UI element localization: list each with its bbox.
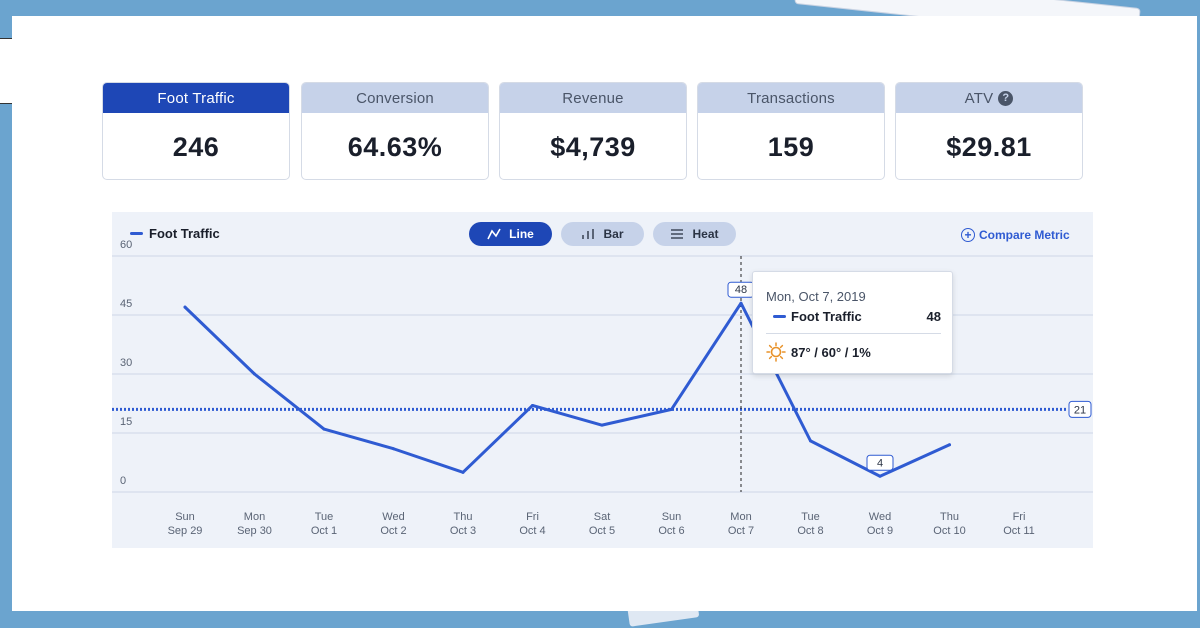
series-line <box>183 301 951 478</box>
metric-card-revenue[interactable]: Revenue $4,739 <box>499 82 687 180</box>
question-circle-icon[interactable]: ? <box>998 90 1014 106</box>
metric-label: Conversion <box>302 83 488 113</box>
metric-label: Transactions <box>698 83 884 113</box>
metric-label: Foot Traffic <box>103 83 289 113</box>
x-tick-label: Fri <box>526 511 539 523</box>
tooltip-swatch <box>773 315 786 318</box>
average-label-box <box>1068 400 1092 418</box>
x-tick-label: Tue <box>315 511 334 523</box>
metric-value: $29.81 <box>946 131 1032 162</box>
x-tick-label: Oct 3 <box>450 525 476 537</box>
data-point <box>531 403 534 407</box>
tooltip-series-label: Foot Traffic <box>791 309 862 324</box>
x-tick-label: Oct 10 <box>933 525 965 537</box>
y-tick-label: 30 <box>120 357 132 369</box>
y-tick-label: 45 <box>120 298 132 310</box>
metric-label: ATV <box>964 89 994 107</box>
x-tick-label: Fri <box>1013 511 1026 523</box>
y-tick-label: 0 <box>120 475 126 487</box>
x-tick-label: Oct 11 <box>1003 525 1035 537</box>
x-tick-label: Oct 6 <box>658 525 684 537</box>
x-tick-label: Sep 30 <box>237 525 272 537</box>
x-tick-label: Oct 1 <box>311 525 337 537</box>
y-tick-label: 60 <box>120 239 132 251</box>
data-point <box>809 439 812 443</box>
tooltip-divider <box>766 333 941 334</box>
metric-value: 246 <box>172 131 220 162</box>
x-tick-label: Oct 5 <box>589 525 615 537</box>
view-heat-label: Heat <box>692 227 719 241</box>
x-tick-label: Wed <box>869 511 891 523</box>
data-point <box>322 427 326 431</box>
data-point <box>878 474 882 478</box>
compare-metric-button[interactable]: + Compare Metric <box>961 228 1070 242</box>
data-label: 4 <box>877 457 883 469</box>
view-bar-button[interactable]: Bar <box>561 222 644 246</box>
y-tick-label: 15 <box>120 416 132 428</box>
chart-legend: Foot Traffic <box>130 226 220 241</box>
x-tick-label: Mon <box>244 511 265 523</box>
data-point <box>183 305 187 309</box>
metric-card-conversion[interactable]: Conversion 64.63% <box>301 82 489 180</box>
metric-value: 159 <box>767 131 815 162</box>
heat-map-icon <box>671 229 684 239</box>
tooltip-series-value: 48 <box>926 309 941 324</box>
legend-label: Foot Traffic <box>149 226 220 241</box>
data-point <box>392 447 395 451</box>
data-point <box>948 443 951 447</box>
x-tick-label: Mon <box>730 511 751 523</box>
data-point <box>600 423 604 427</box>
data-point <box>253 372 256 376</box>
metric-header: ATV ? <box>896 83 1082 113</box>
x-tick-label: Oct 8 <box>797 525 823 537</box>
x-tick-label: Sun <box>662 511 682 523</box>
metric-card-transactions[interactable]: Transactions 159 <box>697 82 885 180</box>
tooltip-weather: 87° / 60° / 1% <box>766 342 871 362</box>
data-label-box <box>866 454 894 471</box>
x-tick-label: Sat <box>594 511 611 523</box>
sun-icon <box>766 342 786 362</box>
x-tick-label: Oct 2 <box>380 525 406 537</box>
bar-chart-icon <box>582 229 595 239</box>
line-chart-icon <box>487 228 501 240</box>
x-tick-label: Sun <box>175 511 195 523</box>
x-tick-label: Oct 9 <box>867 525 893 537</box>
tooltip-date: Mon, Oct 7, 2019 <box>766 289 866 304</box>
data-point <box>461 470 465 474</box>
x-tick-label: Sep 29 <box>168 525 203 537</box>
metric-value: 64.63% <box>347 131 443 162</box>
chart-tooltip: Mon, Oct 7, 2019 Foot Traffic 48 87° / 6… <box>752 271 953 374</box>
metric-card-atv[interactable]: ATV ? $29.81 <box>895 82 1083 180</box>
data-label: 48 <box>735 284 747 296</box>
tooltip-weather-text: 87° / 60° / 1% <box>791 344 871 360</box>
data-point <box>670 407 673 411</box>
x-tick-label: Thu <box>454 511 473 523</box>
metric-label: Revenue <box>500 83 686 113</box>
tooltip-series-row: Foot Traffic 48 <box>773 309 941 324</box>
average-label: 21 <box>1074 404 1086 416</box>
view-line-button[interactable]: Line <box>469 222 552 246</box>
x-tick-label: Oct 4 <box>519 525 545 537</box>
metric-value: $4,739 <box>550 131 636 162</box>
x-tick-label: Oct 7 <box>728 525 754 537</box>
data-point <box>739 301 743 305</box>
compare-metric-label: Compare Metric <box>979 228 1070 242</box>
x-tick-label: Tue <box>801 511 820 523</box>
x-tick-label: Thu <box>940 511 959 523</box>
view-heat-button[interactable]: Heat <box>653 222 736 246</box>
metric-card-foot-traffic[interactable]: Foot Traffic 246 <box>102 82 290 180</box>
legend-swatch <box>130 232 143 235</box>
view-bar-label: Bar <box>603 227 624 241</box>
view-line-label: Line <box>509 227 534 241</box>
x-tick-label: Wed <box>382 511 404 523</box>
plus-circle-icon: + <box>961 228 975 242</box>
background-tab <box>0 38 12 104</box>
